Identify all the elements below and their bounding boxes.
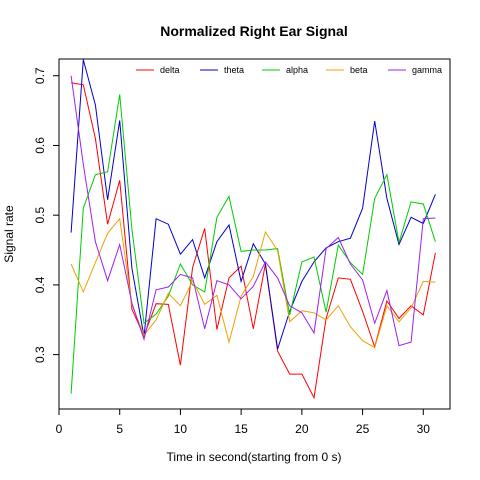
y-tick-label: 0.6	[33, 137, 47, 154]
legend-label-theta: theta	[224, 65, 244, 75]
y-tick-label: 0.3	[33, 346, 47, 363]
chart-title: Normalized Right Ear Signal	[160, 23, 347, 39]
legend-label-gamma: gamma	[412, 65, 442, 75]
x-tick-label: 10	[174, 422, 188, 436]
x-tick-label: 30	[417, 422, 431, 436]
legend-label-beta: beta	[350, 65, 368, 75]
legend-label-alpha: alpha	[286, 65, 308, 75]
legend-label-delta: delta	[160, 65, 180, 75]
x-tick-label: 20	[295, 422, 309, 436]
y-axis-label: Signal rate	[2, 205, 16, 263]
y-tick-label: 0.5	[33, 207, 47, 224]
y-tick-label: 0.4	[33, 276, 47, 293]
x-tick-label: 5	[116, 422, 123, 436]
y-tick-label: 0.7	[33, 67, 47, 84]
x-tick-label: 25	[356, 422, 370, 436]
x-tick-label: 15	[234, 422, 248, 436]
x-axis-label: Time in second(starting from 0 s)	[167, 450, 342, 464]
x-tick-label: 0	[56, 422, 63, 436]
